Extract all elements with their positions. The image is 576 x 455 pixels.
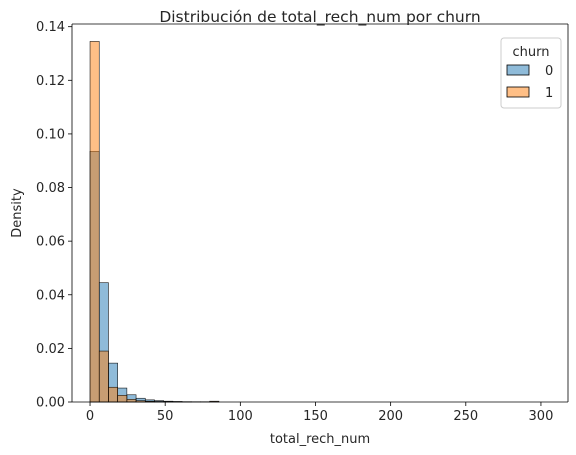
y-tick-label: 0.02: [36, 342, 65, 357]
y-tick-label: 0.00: [36, 396, 65, 411]
x-tick-label: 200: [378, 409, 403, 424]
legend-label-0: 0: [545, 64, 553, 79]
bar-series-1-bin-0: [90, 41, 99, 402]
x-tick-label: 100: [228, 409, 253, 424]
legend-title: churn: [513, 45, 550, 60]
bar-series-1-bin-4: [127, 399, 136, 402]
legend-swatch-0: [507, 65, 529, 75]
legend-label-1: 1: [545, 86, 553, 101]
x-tick-label: 150: [303, 409, 328, 424]
x-tick-label: 50: [157, 409, 174, 424]
y-tick-label: 0.04: [36, 288, 65, 303]
y-tick-label: 0.12: [36, 74, 65, 89]
x-tick-label: 0: [86, 409, 94, 424]
x-axis-label: total_rech_num: [270, 432, 370, 447]
y-tick-label: 0.08: [36, 181, 65, 196]
bar-series-1-bin-3: [118, 395, 127, 402]
chart-title: Distribución de total_rech_num por churn: [159, 8, 480, 27]
y-tick-label: 0.10: [36, 127, 65, 142]
bar-series-1-bin-1: [99, 351, 108, 402]
legend: churn 0 1: [501, 38, 561, 108]
x-tick-label: 300: [529, 409, 554, 424]
y-tick-label: 0.06: [36, 235, 65, 250]
y-axis-label: Density: [10, 188, 25, 238]
plot-area: [72, 24, 568, 402]
legend-swatch-1: [507, 87, 529, 97]
x-tick-label: 250: [453, 409, 478, 424]
bar-series-1-bin-2: [108, 387, 117, 402]
y-tick-label: 0.14: [36, 20, 65, 35]
